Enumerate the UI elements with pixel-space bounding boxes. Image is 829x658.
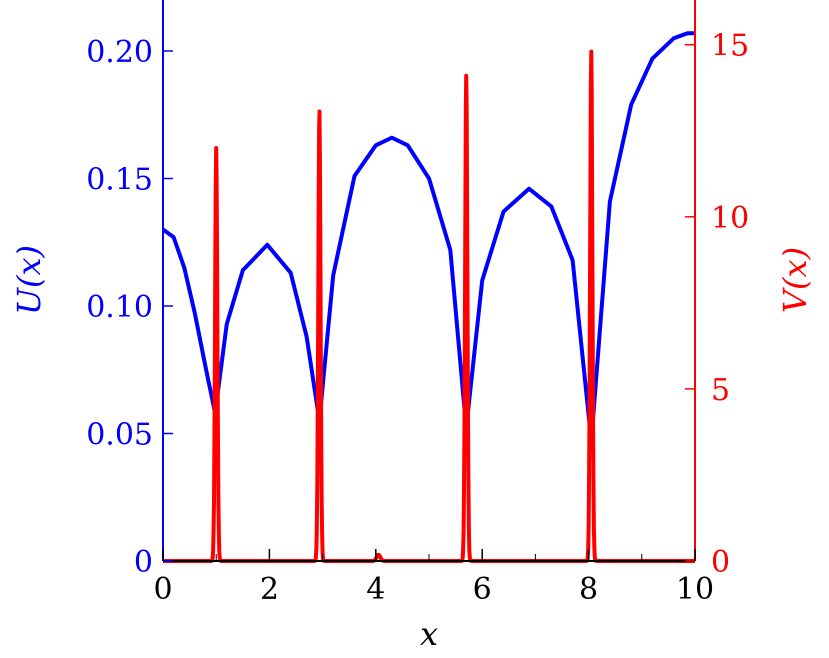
- series-u-line: [161, 31, 695, 444]
- y-left-tick-label: 0.05: [86, 418, 153, 453]
- y-left-tick-label: 0.10: [86, 290, 153, 325]
- series-v-line: [161, 49, 697, 563]
- x-tick-label: 6: [473, 572, 492, 607]
- y-right-tick-label: 15: [711, 29, 749, 64]
- y-right-axis-title: V(x): [776, 247, 814, 313]
- y-left-tick-label: 0.20: [86, 35, 153, 70]
- x-tick-label: 10: [676, 572, 714, 607]
- x-tick-label: 0: [153, 572, 172, 607]
- x-axis-title: x: [420, 615, 438, 653]
- y-right-tick-label: 5: [711, 373, 730, 408]
- x-tick-label: 8: [579, 572, 598, 607]
- x-tick-label: 4: [366, 572, 385, 607]
- y-right-tick-label: 10: [711, 201, 749, 236]
- x-tick-label: 2: [260, 572, 279, 607]
- y-right-tick-label: 0: [711, 545, 730, 580]
- y-left-tick-label: 0: [134, 545, 153, 580]
- y-left-tick-label: 0.15: [86, 163, 153, 198]
- y-left-axis-title: U(x): [10, 245, 48, 315]
